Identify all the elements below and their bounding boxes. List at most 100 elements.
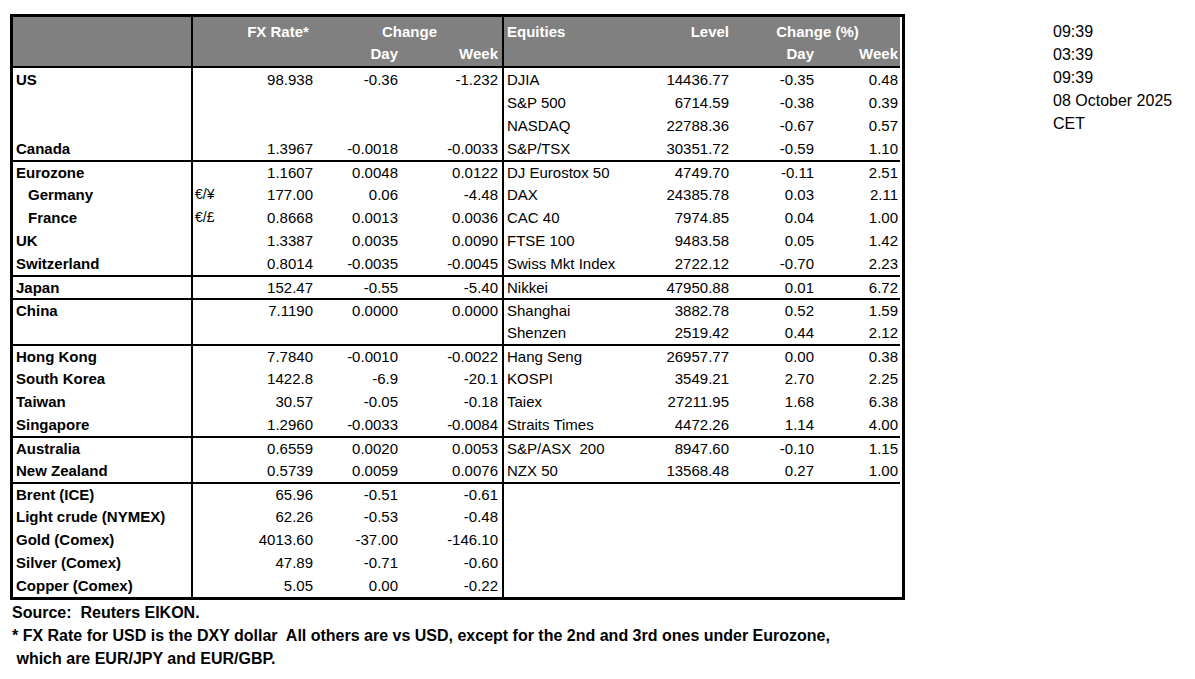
fx-day-change-cell: -6.9 <box>317 367 402 390</box>
fx-week-change-cell: -4.48 <box>402 183 502 206</box>
fx-country-cell <box>13 321 193 344</box>
fx-day-change-cell: 0.0020 <box>317 438 402 459</box>
fx-week-change-cell: -0.0022 <box>402 346 502 367</box>
fx-pair-cell <box>193 321 220 344</box>
fx-week-change-cell <box>402 91 502 114</box>
equity-name-cell: Shenzen <box>504 321 654 344</box>
fx-day-change-cell: -0.55 <box>317 277 402 298</box>
equity-week-change-cell: 0.48 <box>818 68 902 91</box>
fx-row: Copper (Comex) 5.05 0.00 -0.22 <box>13 574 502 597</box>
fx-rate-cell: 4013.60 <box>220 528 317 551</box>
timestamp-line: 09:39 <box>1053 66 1172 89</box>
equities-table: Equities Level Change (%) Day Week DJIA … <box>502 17 900 597</box>
fx-rate-cell: 65.96 <box>220 484 317 505</box>
fx-week-change-cell: -5.40 <box>402 277 502 298</box>
fx-row: Singapore 1.2960 -0.0033 -0.0084 <box>13 413 502 436</box>
fx-rate-cell: 7.1190 <box>220 300 317 321</box>
equity-row: Hang Seng 26957.77 0.00 0.38 <box>504 344 900 367</box>
fx-pair-cell: €/£ <box>193 206 220 229</box>
equity-level-cell: 24385.78 <box>654 183 733 206</box>
equity-level-cell: 3882.78 <box>654 300 733 321</box>
fx-country-cell: China <box>13 300 193 321</box>
equity-day-change-cell: -0.38 <box>733 91 818 114</box>
fx-day-change-cell: 0.0013 <box>317 206 402 229</box>
fx-rate-column-header: FX Rate* <box>193 17 317 44</box>
fx-pair-cell <box>193 68 220 91</box>
fx-week-change-cell: -1.232 <box>402 68 502 91</box>
fx-day-change-cell: 0.00 <box>317 574 402 597</box>
equity-row: FTSE 100 9483.58 0.05 1.42 <box>504 229 900 252</box>
fx-week-change-cell: -0.61 <box>402 484 502 505</box>
fx-pair-cell <box>193 114 220 137</box>
equity-week-change-cell: 2.51 <box>818 162 902 183</box>
equity-name-cell: NZX 50 <box>504 459 654 482</box>
fx-day-change-cell: 0.0059 <box>317 459 402 482</box>
fx-row: South Korea 1422.8 -6.9 -20.1 <box>13 367 502 390</box>
equities-empty-area <box>504 482 900 597</box>
fx-country-cell <box>13 91 193 114</box>
equity-row: DAX 24385.78 0.03 2.11 <box>504 183 900 206</box>
equities-column-header: Equities <box>504 17 654 44</box>
equity-day-change-cell: -0.70 <box>733 252 818 275</box>
fx-week-change-cell: 0.0000 <box>402 300 502 321</box>
equities-table-header: Equities Level Change (%) Day Week <box>504 17 900 68</box>
equity-day-change-cell: 2.70 <box>733 367 818 390</box>
fx-country-cell: Canada <box>13 137 193 160</box>
fx-country-cell: Light crude (NYMEX) <box>13 505 193 528</box>
fx-week-change-cell: -0.0033 <box>402 137 502 160</box>
fx-row: UK 1.3387 0.0035 0.0090 <box>13 229 502 252</box>
fx-row: Brent (ICE) 65.96 -0.51 -0.61 <box>13 482 502 505</box>
equity-day-change-cell: 0.44 <box>733 321 818 344</box>
fx-week-column-header: Week <box>402 44 502 66</box>
fx-week-change-cell: -0.18 <box>402 390 502 413</box>
fx-week-change-cell: -0.0084 <box>402 413 502 436</box>
fx-pair-cell <box>193 367 220 390</box>
level-column-header: Level <box>654 17 733 44</box>
equity-row: S&P 500 6714.59 -0.38 0.39 <box>504 91 900 114</box>
fx-week-change-cell: -20.1 <box>402 367 502 390</box>
fx-country-cell: Australia <box>13 438 193 459</box>
fx-header-spacer <box>13 17 193 44</box>
fx-pair-cell <box>193 551 220 574</box>
equity-row: DJ Eurostox 50 4749.70 -0.11 2.51 <box>504 160 900 183</box>
fx-row: Japan 152.47 -0.55 -5.40 <box>13 275 502 298</box>
equity-level-cell: 4749.70 <box>654 162 733 183</box>
equity-level-cell: 9483.58 <box>654 229 733 252</box>
fx-pair-cell <box>193 252 220 275</box>
equity-row: KOSPI 3549.21 2.70 2.25 <box>504 367 900 390</box>
equity-level-cell: 6714.59 <box>654 91 733 114</box>
equity-week-change-cell: 1.59 <box>818 300 902 321</box>
equity-week-change-cell: 1.00 <box>818 459 902 482</box>
fx-day-change-cell: -0.51 <box>317 484 402 505</box>
fx-rate-cell: 152.47 <box>220 277 317 298</box>
equity-level-cell: 4472.26 <box>654 413 733 436</box>
fx-row: New Zealand 0.5739 0.0059 0.0076 <box>13 459 502 482</box>
equity-level-cell: 47950.88 <box>654 277 733 298</box>
fx-pair-cell <box>193 137 220 160</box>
timestamp-line: 09:39 <box>1053 20 1172 43</box>
fx-day-change-cell: -0.0035 <box>317 252 402 275</box>
fx-country-cell: Silver (Comex) <box>13 551 193 574</box>
equity-week-change-cell: 2.11 <box>818 183 902 206</box>
equity-row: Taiex 27211.95 1.68 6.38 <box>504 390 900 413</box>
fx-week-change-cell: -0.48 <box>402 505 502 528</box>
equity-level-cell: 22788.36 <box>654 114 733 137</box>
equity-level-cell: 27211.95 <box>654 390 733 413</box>
equity-level-cell: 8947.60 <box>654 438 733 459</box>
equity-row: S&P/TSX 30351.72 -0.59 1.10 <box>504 137 900 160</box>
fx-change-column-header: Change <box>317 17 502 44</box>
equity-row: CAC 40 7974.85 0.04 1.00 <box>504 206 900 229</box>
fx-country-cell: South Korea <box>13 367 193 390</box>
fx-day-change-cell <box>317 114 402 137</box>
equity-name-cell: FTSE 100 <box>504 229 654 252</box>
fx-pair-cell <box>193 413 220 436</box>
equity-row: NASDAQ 22788.36 -0.67 0.57 <box>504 114 900 137</box>
fx-country-cell <box>13 114 193 137</box>
equity-level-cell: 13568.48 <box>654 459 733 482</box>
equity-level-cell: 30351.72 <box>654 137 733 160</box>
equity-name-cell: KOSPI <box>504 367 654 390</box>
fx-row: Light crude (NYMEX) 62.26 -0.53 -0.48 <box>13 505 502 528</box>
fx-country-cell: Switzerland <box>13 252 193 275</box>
equity-row: Nikkei 47950.88 0.01 6.72 <box>504 275 900 298</box>
equity-name-cell: DJ Eurostox 50 <box>504 162 654 183</box>
